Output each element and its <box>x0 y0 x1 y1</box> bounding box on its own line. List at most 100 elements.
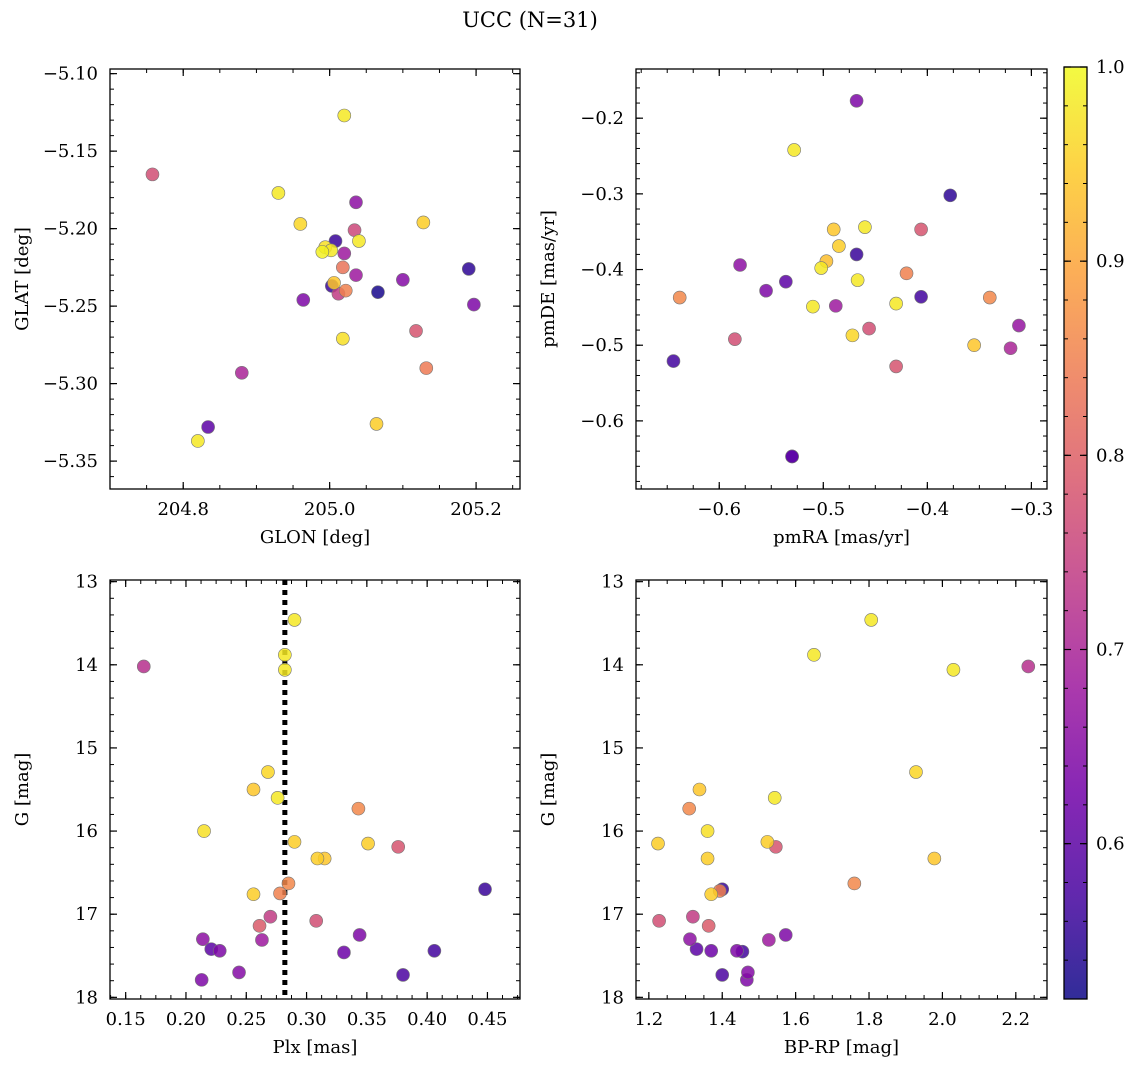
data-point <box>197 824 211 838</box>
data-point <box>845 328 860 343</box>
data-point <box>337 108 352 123</box>
data-point <box>281 876 296 891</box>
x-tick-label: 0.25 <box>226 1009 266 1030</box>
data-point <box>232 965 246 980</box>
subplot-4: 1.2 1.4 1.6 1.8 2.0 2.2 13 14 15 16 17 18 BP-RP [mag… <box>538 572 1048 1058</box>
y-tick-label: 15 <box>601 738 624 759</box>
data-point <box>847 876 862 891</box>
data-point <box>201 420 215 434</box>
x-axis-label: Plx [mas] <box>273 1037 358 1058</box>
x-tick-label: 2.0 <box>928 1009 957 1030</box>
data-point <box>672 290 687 305</box>
y-axis-label: GLAT [deg] <box>12 227 33 331</box>
data-point <box>1021 659 1036 674</box>
data-point <box>806 299 820 314</box>
y-tick-label: −5.25 <box>43 296 98 317</box>
data-point <box>849 247 864 262</box>
y-tick-label: 14 <box>601 655 624 676</box>
subplot-2: −0.6 −0.5 −0.4 −0.3 −0.6 −0.5 −0.4 −0.3 −0.2 pmRA… <box>538 68 1054 548</box>
subplot-grid: 204.8 205.0 205.2 −5.35 −5.30 −5.25 −5.20 −5.15… <box>12 64 1053 1058</box>
data-point <box>271 186 286 200</box>
data-point <box>287 613 302 627</box>
x-tick-label: 0.30 <box>287 1009 327 1030</box>
data-point <box>369 417 384 431</box>
data-point <box>767 791 782 805</box>
data-point <box>416 215 431 230</box>
data-point <box>351 801 366 816</box>
data-point <box>682 801 697 816</box>
figure-title: UCC (N=31) <box>462 8 598 32</box>
data-point <box>278 662 292 677</box>
y-tick-label: 13 <box>75 572 98 593</box>
data-point <box>967 338 981 353</box>
data-point <box>352 234 366 248</box>
data-point <box>396 272 410 287</box>
y-tick-label: 17 <box>75 904 98 925</box>
x-axis-label: BP-RP [mag] <box>784 1037 899 1058</box>
data-point <box>785 449 799 464</box>
data-point <box>704 943 719 958</box>
x-tick-label: 1.4 <box>708 1009 737 1030</box>
data-point <box>349 195 363 210</box>
data-point <box>327 276 341 290</box>
data-point <box>349 268 363 282</box>
data-point <box>246 887 261 902</box>
data-point <box>927 851 942 866</box>
x-tick-label: 2.2 <box>1001 1009 1030 1030</box>
data-point <box>741 965 755 980</box>
data-point <box>701 919 716 933</box>
x-tick-label: −0.3 <box>1010 499 1054 520</box>
data-point <box>194 973 209 987</box>
x-axis-label: pmRA [mas/yr] <box>773 527 910 548</box>
data-point <box>652 914 666 928</box>
data-point <box>336 331 350 346</box>
data-point <box>899 266 914 281</box>
x-tick-label: 204.8 <box>157 499 209 520</box>
data-point <box>850 273 865 287</box>
colorbar-tick-label: 0.8 <box>1096 445 1125 466</box>
y-tick-label: −5.35 <box>43 451 98 472</box>
data-point <box>914 222 928 237</box>
data-point <box>728 332 742 346</box>
data-point <box>461 262 476 276</box>
data-point <box>255 933 269 947</box>
data-point <box>467 297 481 312</box>
data-point <box>212 943 227 958</box>
data-point <box>136 659 151 674</box>
data-point <box>391 840 406 854</box>
y-tick-label: 14 <box>75 655 98 676</box>
y-tick-label: 13 <box>601 572 624 593</box>
data-point <box>651 836 665 851</box>
data-point <box>946 662 961 677</box>
plot-frame <box>109 579 521 1000</box>
data-point <box>191 434 205 448</box>
data-point <box>310 851 325 866</box>
data-point <box>807 648 821 662</box>
data-point <box>858 220 872 234</box>
data-point <box>263 909 278 924</box>
colorbar-tick-label: 0.7 <box>1096 640 1125 661</box>
y-tick-label: 18 <box>75 987 98 1008</box>
data-point <box>864 613 879 627</box>
data-point <box>689 942 704 956</box>
x-tick-label: 0.40 <box>407 1009 447 1030</box>
x-axis-label: GLON [deg] <box>260 527 370 548</box>
data-point <box>145 167 160 182</box>
x-tick-label: −0.5 <box>801 499 845 520</box>
y-axis-label: G [mag] <box>12 753 33 826</box>
data-point <box>889 296 903 311</box>
data-point <box>234 365 249 380</box>
data-point <box>862 321 876 336</box>
data-point <box>419 361 434 375</box>
data-point <box>337 945 351 960</box>
data-point <box>246 782 261 797</box>
x-tick-label: 1.6 <box>781 1009 810 1030</box>
data-point <box>760 835 775 849</box>
data-point <box>814 261 829 275</box>
data-point <box>287 835 302 849</box>
x-tick-label: 0.35 <box>347 1009 387 1030</box>
x-tick-label: 205.2 <box>450 499 502 520</box>
subplot-1: 204.8 205.0 205.2 −5.35 −5.30 −5.25 −5.20 −5.15… <box>12 64 521 548</box>
data-point <box>252 919 267 933</box>
